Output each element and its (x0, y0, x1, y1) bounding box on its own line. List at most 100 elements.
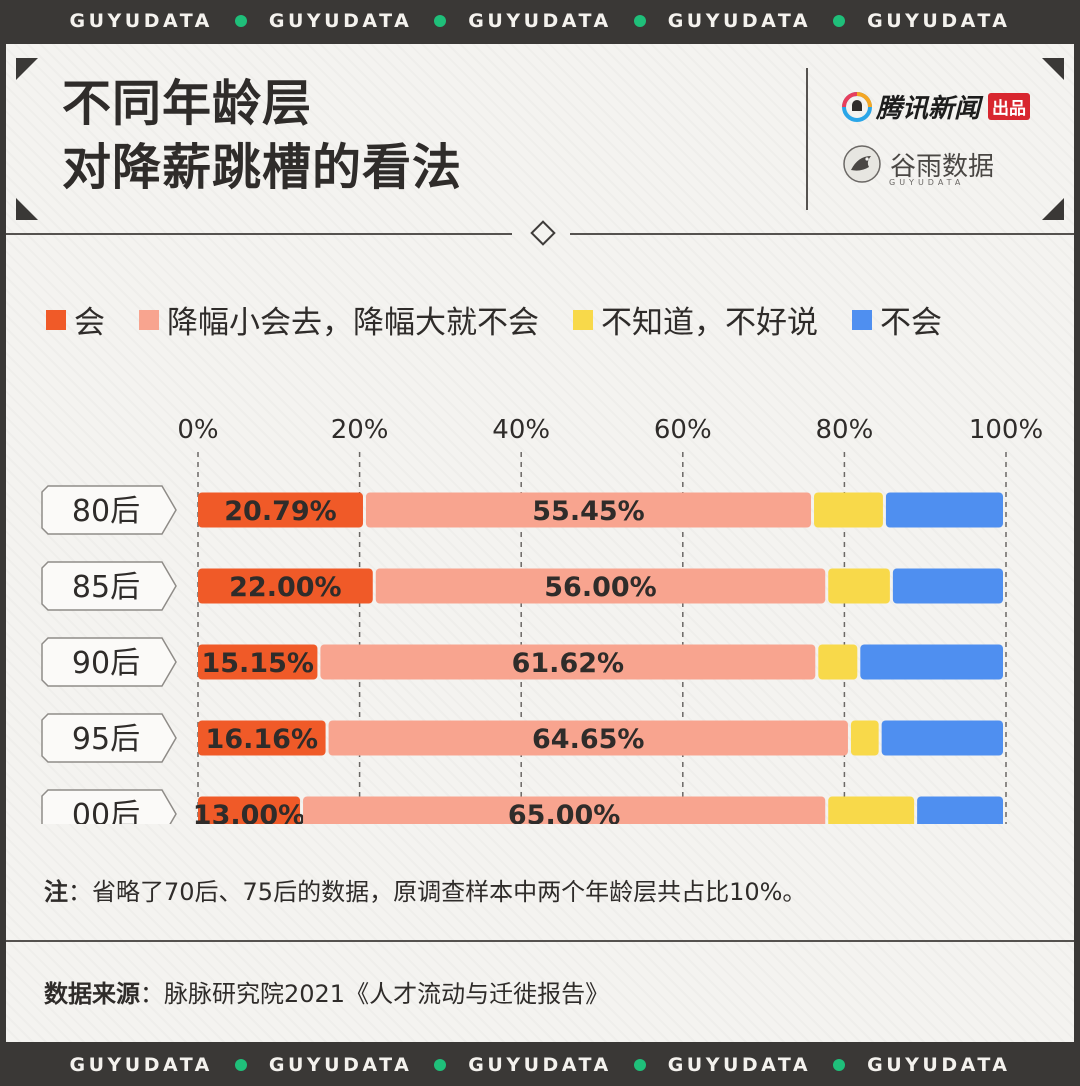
diamond-ornament (530, 220, 556, 246)
bar-segment (828, 796, 915, 824)
bar-segment (365, 492, 812, 528)
bar-segment (328, 720, 848, 756)
watermark-word: GUYUDATA (867, 10, 1011, 32)
bar-segment (881, 720, 1003, 756)
data-label: 22.00% (229, 572, 341, 603)
watermark-word: GUYUDATA (268, 1054, 413, 1076)
bar-segment (850, 720, 879, 756)
watermark-dot (633, 15, 646, 27)
category-label: 95后 (72, 722, 140, 757)
note-prefix: 注 (44, 878, 68, 906)
guyu-data-name: 谷雨数据 (890, 151, 995, 182)
corner-ornament-bl (16, 198, 38, 220)
watermark-dot (833, 1059, 846, 1071)
data-label: 56.00% (544, 572, 656, 603)
tencent-news-logo: 腾讯新闻 出品 (842, 88, 1031, 125)
chart-legend: 会 降幅小会去，降幅大就不会 不知道，不好说 不会 (46, 297, 1046, 342)
data-source: 数据来源：脉脉研究院2021《人才流动与迁徙报告》 (44, 974, 609, 1009)
category-label: 00后 (72, 798, 140, 824)
corner-ornament-tr (1042, 58, 1064, 80)
header-divider (806, 68, 808, 210)
tencent-news-name: 腾讯新闻 (876, 94, 981, 124)
category-tag (41, 561, 177, 611)
source-text: ：脉脉研究院2021《人才流动与迁徙报告》 (140, 980, 610, 1008)
watermark-word: GUYUDATA (867, 1054, 1011, 1076)
category-tag (41, 485, 177, 535)
bar-segment (375, 568, 826, 604)
bar-segment (917, 796, 1003, 824)
x-tick-label: 40% (492, 415, 550, 445)
category-label: 90后 (72, 646, 140, 681)
category-tag (41, 713, 177, 763)
footer-rule (6, 940, 1074, 942)
bird-icon (843, 145, 881, 183)
category-label: 80后 (72, 494, 140, 529)
legend-label: 不知道，不好说 (601, 305, 818, 341)
bar-segment (814, 492, 883, 528)
title-line-1: 不同年龄层 (62, 75, 313, 132)
x-tick-label: 60% (654, 415, 712, 445)
data-label: 13.00% (193, 800, 305, 824)
legend-swatch (852, 309, 872, 330)
data-label: 16.16% (206, 724, 318, 755)
watermark-word: GUYUDATA (69, 1054, 213, 1076)
watermark-dot (234, 15, 247, 27)
guyu-data-logo: 谷雨数据 GUYUDATA (842, 144, 995, 187)
title-line-2: 对降薪跳槽的看法 (62, 139, 463, 196)
corner-ornament-br (1042, 198, 1064, 220)
bar-segment (198, 720, 326, 756)
category-tag (41, 789, 177, 824)
legend-label: 会 (74, 305, 105, 341)
page-title: 不同年龄层 对降薪跳槽的看法 (62, 72, 462, 200)
data-label: 55.45% (532, 496, 644, 527)
x-tick-label: 100% (969, 415, 1043, 445)
chart-note: 注：省略了70后、75后的数据，原调查样本中两个年龄层共占比10%。 (44, 872, 806, 907)
bar-segment (892, 568, 1003, 604)
data-label: 61.62% (512, 648, 624, 679)
legend-swatch (46, 309, 66, 330)
x-tick-label: 80% (816, 415, 874, 445)
header-rule-left (6, 233, 512, 235)
watermark-word: GUYUDATA (667, 10, 812, 32)
category-label: 85后 (72, 570, 140, 605)
watermark-word: GUYUDATA (69, 10, 213, 32)
watermark-word: GUYUDATA (468, 1054, 612, 1076)
legend-item: 会 (46, 297, 105, 342)
source-prefix: 数据来源 (44, 980, 140, 1008)
watermark-dot (633, 1059, 646, 1071)
watermark-word: GUYUDATA (268, 10, 413, 32)
bar-segment (198, 568, 373, 604)
watermark-word: GUYUDATA (468, 10, 612, 32)
bar-segment (828, 568, 890, 604)
header-rule-right (570, 233, 1074, 235)
watermark-strip-top: GUYUDATA GUYUDATA GUYUDATA GUYUDATA GUYU… (0, 0, 1080, 42)
corner-ornament-tl (16, 58, 38, 80)
watermark-word: GUYUDATA (667, 1054, 812, 1076)
note-text: ：省略了70后、75后的数据，原调查样本中两个年龄层共占比10%。 (68, 878, 807, 906)
watermark-dot (234, 1059, 247, 1071)
watermark-dot (434, 15, 447, 27)
legend-swatch (573, 309, 593, 330)
legend-item: 不知道，不好说 (573, 297, 818, 342)
legend-label: 降幅小会去，降幅大就不会 (167, 305, 539, 341)
bar-segment (818, 644, 858, 680)
bar-segment (860, 644, 1003, 680)
content-panel: 不同年龄层 对降薪跳槽的看法 腾讯新闻 出品 谷雨数据 GUYUDATA (6, 44, 1074, 1042)
bar-segment (198, 644, 318, 680)
tencent-news-badge: 出品 (988, 93, 1031, 120)
data-label: 64.65% (532, 724, 644, 755)
watermark-strip-bottom: GUYUDATA GUYUDATA GUYUDATA GUYUDATA GUYU… (0, 1044, 1080, 1086)
guyu-data-sub: GUYUDATA (889, 178, 965, 187)
bar-segment (885, 492, 1003, 528)
bar-segment (198, 492, 363, 528)
watermark-dot (434, 1059, 447, 1071)
data-label: 20.79% (224, 496, 336, 527)
legend-label: 不会 (880, 305, 942, 341)
bell-icon (842, 91, 872, 122)
stacked-bar-chart: 0% 20% 40% 60% 80% 100% 80后 20.79% 55.45% 85后 22.0… (41, 415, 1043, 824)
bar-segment (198, 796, 301, 824)
category-tag (41, 637, 177, 687)
watermark-dot (833, 15, 846, 27)
legend-swatch (139, 309, 159, 330)
